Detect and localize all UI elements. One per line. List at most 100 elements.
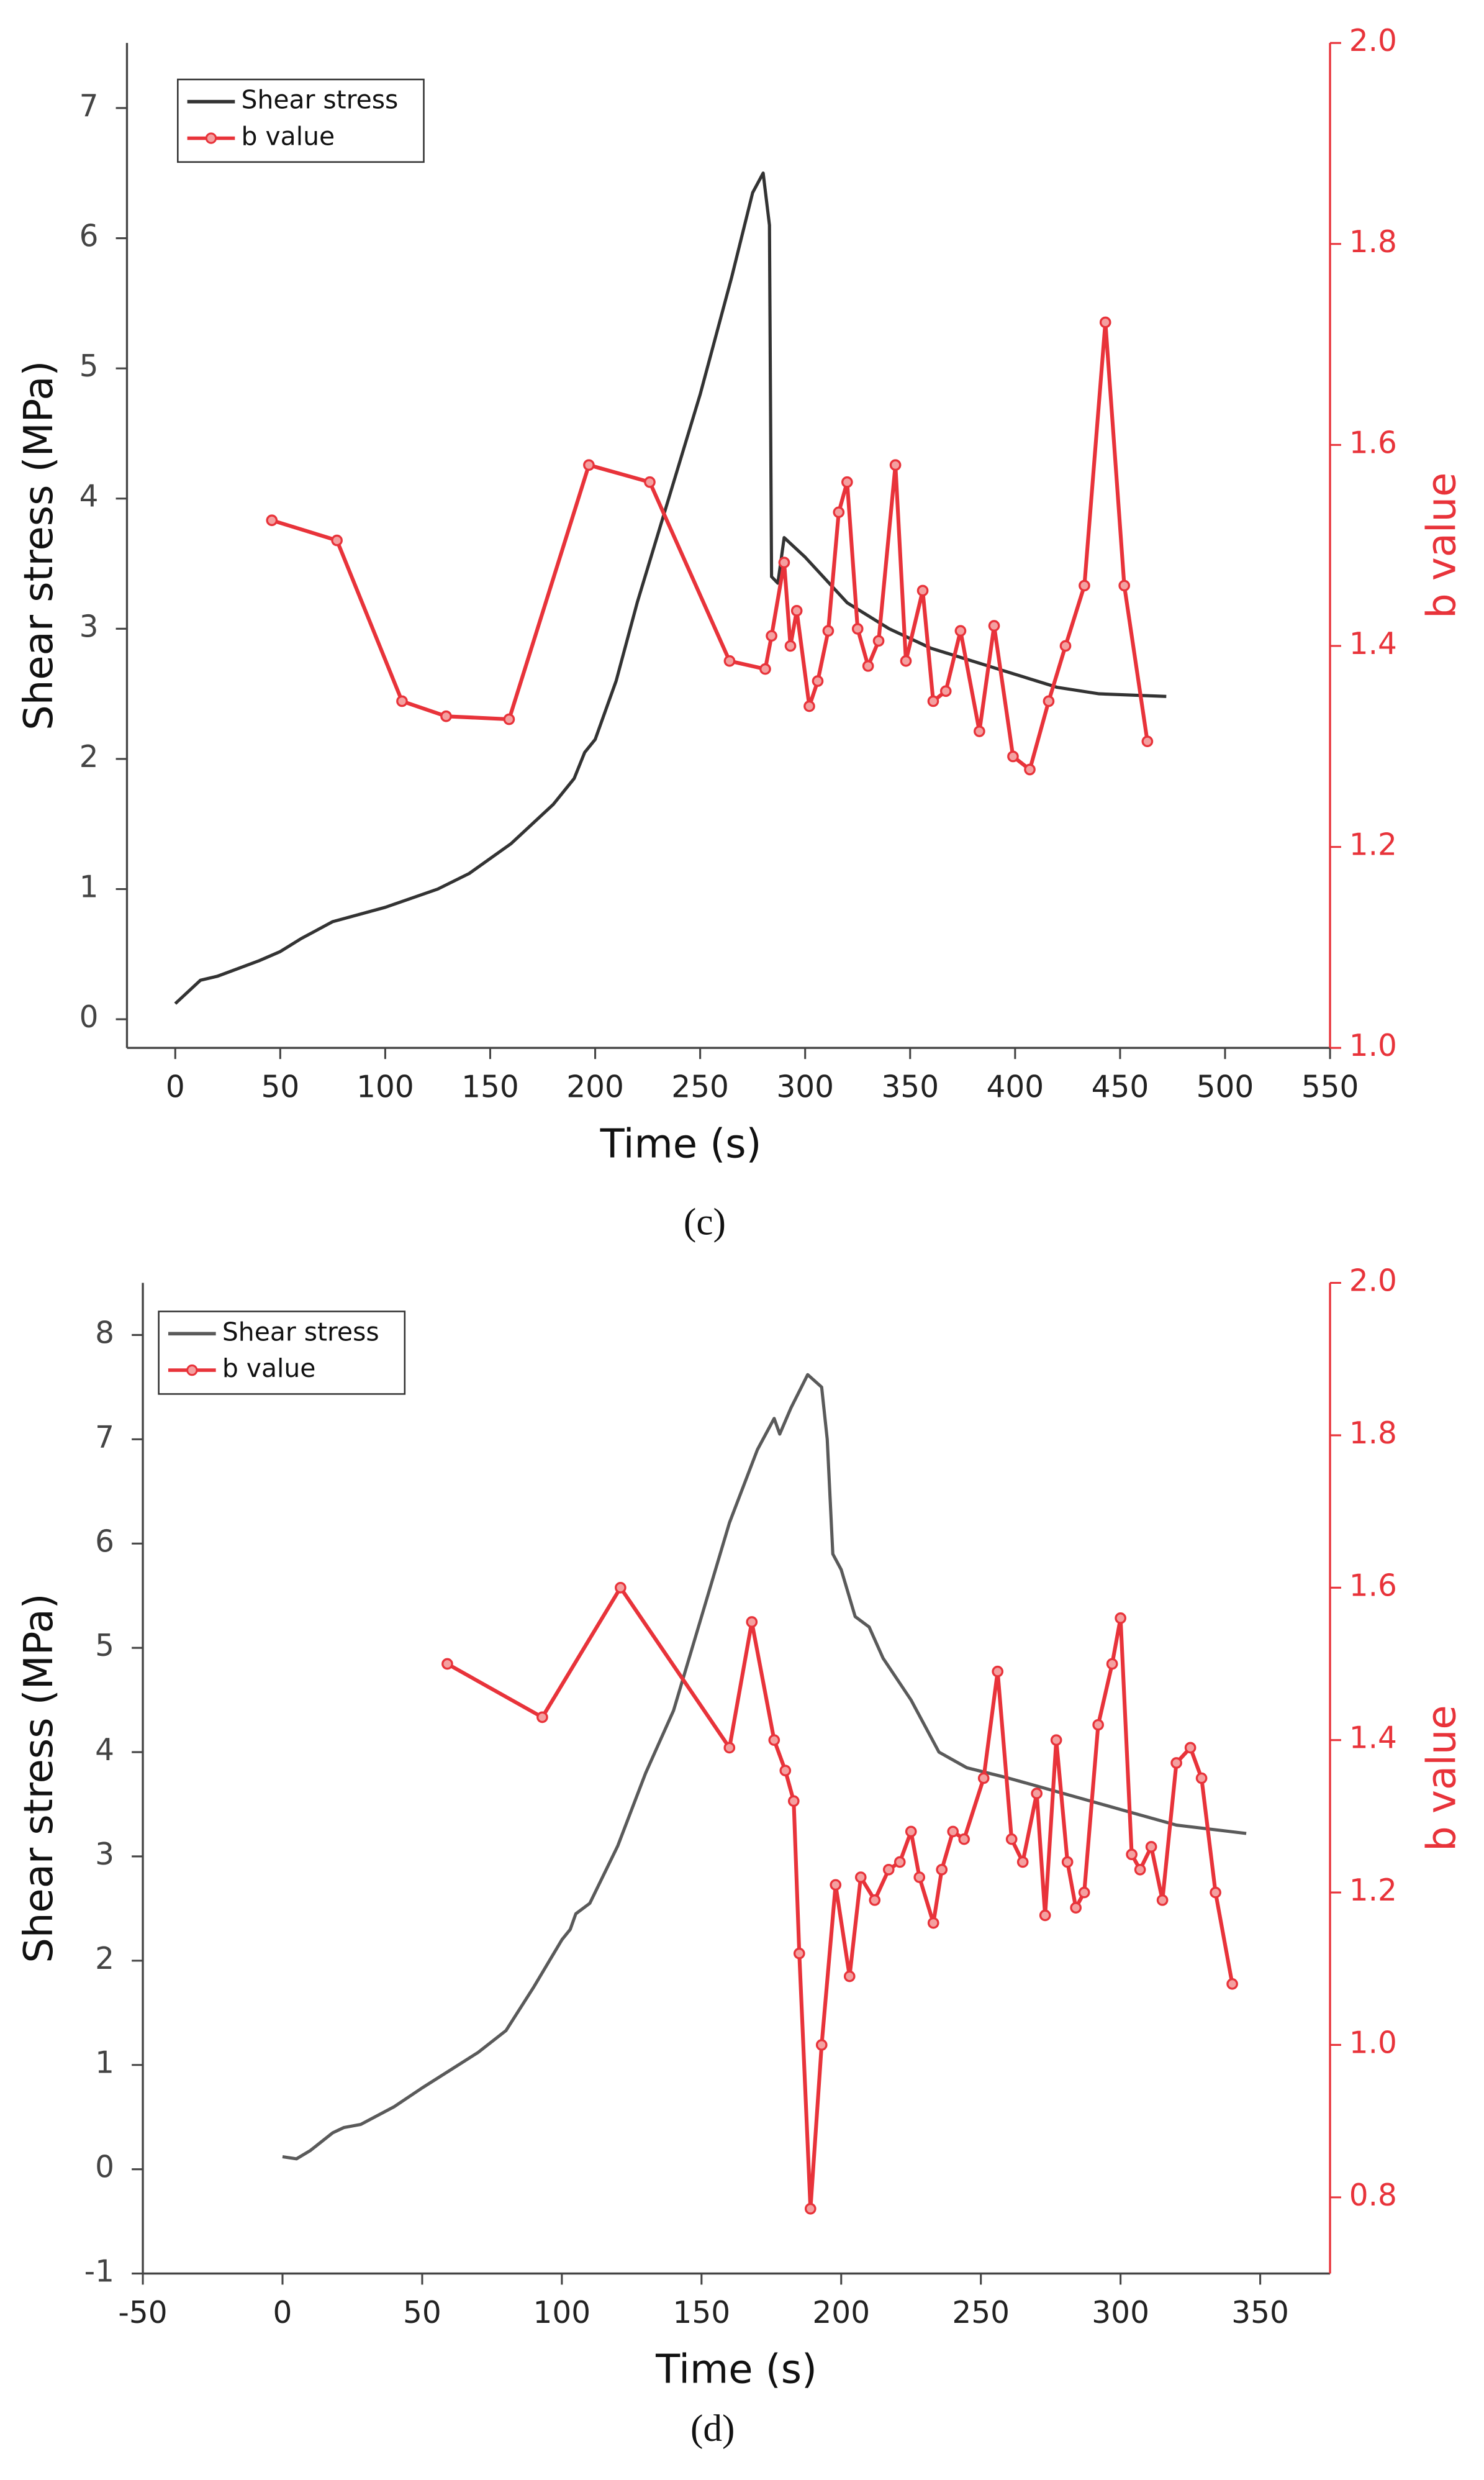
y-tick-label: 7 xyxy=(95,1420,114,1455)
series-marker xyxy=(822,625,835,637)
series-marker xyxy=(869,1894,881,1906)
y-tick-label: 5 xyxy=(95,1628,114,1663)
series-marker xyxy=(954,625,967,637)
y-tick-label: 1 xyxy=(79,870,99,905)
series-marker xyxy=(905,1825,917,1838)
series-marker xyxy=(1195,1772,1208,1784)
series-marker xyxy=(936,1863,948,1876)
series-marker xyxy=(889,459,902,471)
x-tick-label: 50 xyxy=(261,1070,299,1105)
y2-tick-label: 2.0 xyxy=(1349,1264,1397,1299)
series-marker xyxy=(812,675,824,687)
x-tick-label: 250 xyxy=(952,2296,1010,2330)
series-marker xyxy=(882,1863,895,1876)
series-marker xyxy=(1099,316,1111,329)
series-line xyxy=(174,171,1167,1005)
y-tick-label: 0 xyxy=(79,1000,99,1035)
y2-axis-title: b value xyxy=(1419,472,1465,618)
series-marker xyxy=(1005,1833,1018,1845)
x-tick-label: 450 xyxy=(1092,1070,1149,1105)
y-tick-label: 8 xyxy=(95,1315,114,1350)
series-marker xyxy=(1039,1909,1051,1922)
series-marker xyxy=(1078,1886,1090,1899)
x-tick-label: 300 xyxy=(1092,2296,1149,2330)
legend-marker xyxy=(205,132,217,144)
legend-text: Shear stress xyxy=(222,1317,379,1347)
series-marker xyxy=(1115,1612,1126,1624)
series-marker xyxy=(441,1658,453,1670)
x-tick-label: 150 xyxy=(672,2296,730,2330)
series-marker xyxy=(790,605,803,617)
series-marker xyxy=(958,1833,970,1845)
series-marker xyxy=(1134,1863,1146,1876)
series-marker xyxy=(778,556,790,569)
y-tick-label: 2 xyxy=(95,1942,114,1976)
series-marker xyxy=(927,1917,939,1929)
series-line xyxy=(282,1373,1247,2161)
series-marker xyxy=(331,534,343,547)
x-tick-label: 550 xyxy=(1301,1070,1359,1105)
series-marker xyxy=(1016,1856,1029,1868)
y-tick-label: 4 xyxy=(95,1733,114,1768)
series-marker xyxy=(1079,579,1090,592)
series-marker xyxy=(1061,1856,1074,1868)
series-marker xyxy=(833,506,845,519)
series-marker xyxy=(1126,1848,1138,1861)
series-line xyxy=(446,1586,1234,2211)
x-tick-label: 100 xyxy=(356,1070,414,1105)
x-tick-label: -50 xyxy=(118,2296,167,2330)
y2-tick-label: 0.8 xyxy=(1349,2178,1397,2213)
series-marker xyxy=(779,1765,792,1777)
y-tick-label: 7 xyxy=(79,89,99,124)
x-tick-label: 500 xyxy=(1197,1070,1254,1105)
series-marker xyxy=(894,1856,906,1868)
series-marker xyxy=(1031,1787,1043,1799)
y2-tick-label: 1.8 xyxy=(1349,1416,1397,1451)
x-tick-label: 0 xyxy=(273,2296,292,2330)
series-marker xyxy=(266,514,278,527)
series-marker xyxy=(841,476,853,488)
figure-label: (c) xyxy=(684,1201,726,1243)
series-marker xyxy=(1106,1658,1118,1670)
series-marker xyxy=(766,630,777,642)
series-marker xyxy=(977,1772,990,1784)
series-marker xyxy=(872,635,885,647)
series-marker xyxy=(723,1742,736,1754)
series-marker xyxy=(1059,640,1072,652)
series-marker xyxy=(815,2039,828,2051)
series-marker xyxy=(927,695,939,707)
legend-box xyxy=(177,78,425,163)
series-marker xyxy=(644,476,656,488)
y2-tick-label: 1.6 xyxy=(1349,1568,1397,1603)
series-marker xyxy=(1226,1978,1238,1990)
y-tick-label: 3 xyxy=(95,1837,114,1872)
legend-marker xyxy=(186,1364,198,1376)
series-marker xyxy=(1043,695,1055,707)
x-tick-label: 350 xyxy=(1231,2296,1289,2330)
x-tick-label: 200 xyxy=(566,1070,624,1105)
y2-tick-label: 1.0 xyxy=(1349,2025,1397,2060)
y-tick-label: 3 xyxy=(79,609,99,644)
series-marker xyxy=(988,620,1000,632)
series-marker xyxy=(830,1879,842,1891)
legend-box xyxy=(158,1310,406,1395)
legend-text: b value xyxy=(222,1353,316,1383)
series-marker xyxy=(804,2202,817,2215)
chart: -50 0 50 100 150 200 250 300 350 -1 0 1 2 3 4 5 6 7 8 0.8 1.… xyxy=(16,1264,1465,2450)
y-tick-label: -1 xyxy=(84,2255,114,2289)
series-marker xyxy=(536,1711,548,1724)
y-tick-label: 4 xyxy=(79,479,99,514)
y-axis-title: Shear stress (MPa) xyxy=(16,361,62,730)
series-marker xyxy=(1210,1886,1221,1899)
series-marker xyxy=(913,1871,926,1883)
series-marker xyxy=(862,660,874,672)
y2-axis-title: b value xyxy=(1419,1705,1465,1851)
series-marker xyxy=(1184,1742,1197,1754)
series-marker xyxy=(1007,750,1019,763)
x-tick-label: 200 xyxy=(812,2296,870,2330)
series-marker xyxy=(939,685,952,697)
x-axis-title: Time (s) xyxy=(655,2347,817,2393)
y2-tick-label: 1.2 xyxy=(1349,1873,1397,1908)
legend-text: Shear stress xyxy=(242,85,399,115)
